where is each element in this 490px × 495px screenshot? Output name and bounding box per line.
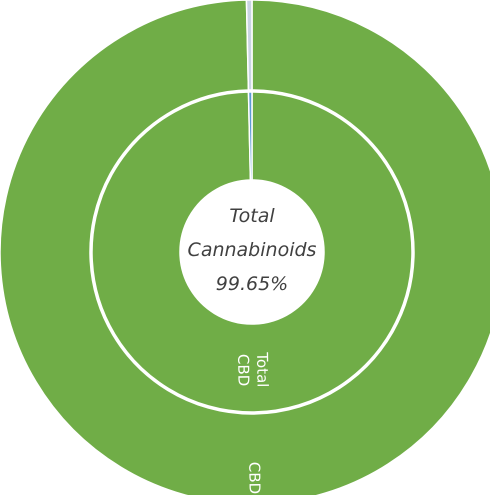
inner-slice-1	[247, 91, 253, 181]
slice-labels: CBD TotalCBD	[234, 351, 271, 494]
outer-slice-1	[245, 0, 253, 91]
center-label-line2: Cannabinoids	[188, 239, 317, 261]
center-label-line1: Total	[229, 205, 275, 227]
inner-ring	[91, 91, 413, 413]
outer-slice-label-0: CBD	[245, 462, 263, 495]
center-label-value: 99.65%	[216, 273, 288, 295]
inner-slice-0	[91, 91, 413, 413]
inner-slice-label-0: TotalCBD	[234, 351, 271, 387]
